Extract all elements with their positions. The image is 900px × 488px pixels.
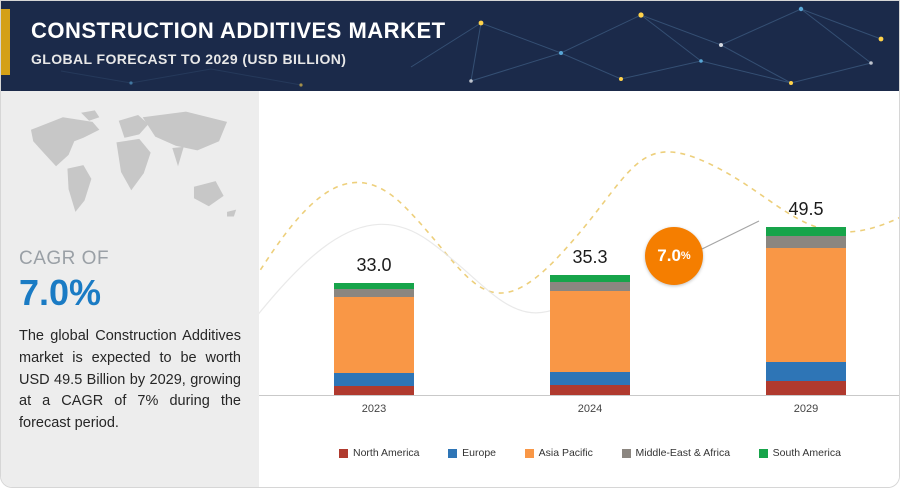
decorative-curve <box>259 151 899 315</box>
bar-2024: 35.3 <box>550 247 630 395</box>
segment-north-america-2029 <box>766 380 846 395</box>
bar-2029: 49.5 <box>766 199 846 395</box>
legend: North America Europe Asia Pacific Middle-Ea… <box>259 447 899 459</box>
x-tick-2029: 2029 <box>793 403 819 415</box>
segment-middle-east-africa-2024 <box>550 281 630 291</box>
bar-stack-2029 <box>766 226 846 395</box>
bar-stack-2023 <box>334 282 414 395</box>
growth-badge-value: 7.0 <box>657 246 681 265</box>
bars-row: 33.0 35.3 49.5 <box>259 91 899 396</box>
legend-label-north-america: North America <box>353 447 420 459</box>
segment-middle-east-africa-2029 <box>766 235 846 249</box>
segment-asia-pacific-2029 <box>766 248 846 363</box>
badge-connector-line <box>701 220 760 250</box>
legend-item-asia-pacific: Asia Pacific <box>524 447 593 459</box>
segment-south-america-2024 <box>550 275 630 282</box>
page-subtitle: GLOBAL FORECAST TO 2029 (USD BILLION) <box>31 51 347 67</box>
header-banner: CONSTRUCTION ADDITIVES MARKET GLOBAL FOR… <box>1 1 899 91</box>
world-map-box <box>1 91 259 234</box>
market-summary-text: The global Construction Additives market… <box>19 328 241 431</box>
segment-asia-pacific-2023 <box>334 297 414 373</box>
cagr-value: 7.0% <box>19 272 102 313</box>
segment-europe-2029 <box>766 362 846 381</box>
bar-2023: 33.0 <box>334 255 414 395</box>
legend-swatch-north-america <box>339 448 348 458</box>
segment-europe-2023 <box>334 372 414 386</box>
bar-total-label-2023: 33.0 <box>356 254 392 275</box>
segment-asia-pacific-2024 <box>550 290 630 372</box>
xaxis-row: 2023 2024 2029 <box>259 397 899 415</box>
x-tick-2023: 2023 <box>361 403 387 415</box>
x-tick-2024: 2024 <box>577 403 603 415</box>
network-pattern-decoration <box>60 6 884 87</box>
summary-panel: CAGR OF 7.0% The global Construction Add… <box>1 91 259 487</box>
cagr-label: CAGR OF <box>19 248 110 269</box>
bar-total-label-2029: 49.5 <box>788 198 824 219</box>
legend-item-north-america: North America <box>339 447 420 459</box>
page-title: CONSTRUCTION ADDITIVES MARKET <box>31 18 446 43</box>
legend-item-south-america: South America <box>758 447 841 459</box>
world-map <box>30 110 237 217</box>
segment-south-america-2029 <box>766 226 846 236</box>
legend-item-middle-east-africa: Middle-East & Africa <box>621 447 731 459</box>
legend-label-middle-east-africa: Middle-East & Africa <box>635 447 731 459</box>
bar-total-label-2024: 35.3 <box>572 247 608 268</box>
gold-accent-bar <box>1 9 10 75</box>
growth-badge-percent: % <box>680 250 691 262</box>
legend-swatch-asia-pacific <box>524 448 534 458</box>
growth-badge: 7.0% <box>645 227 703 285</box>
legend-swatch-middle-east-africa <box>621 448 631 458</box>
segment-middle-east-africa-2023 <box>334 289 414 298</box>
legend-label-asia-pacific: Asia Pacific <box>538 447 593 459</box>
legend-swatch-south-america <box>758 448 768 458</box>
segment-south-america-2023 <box>334 282 414 290</box>
segment-north-america-2024 <box>550 384 630 395</box>
legend-label-south-america: South America <box>772 447 841 459</box>
legend-item-europe: Europe <box>448 447 496 459</box>
legend-label-europe: Europe <box>462 447 496 459</box>
chart-area: 33.0 35.3 49.5 2023 2024 2029 7.0% North Ame… <box>259 91 899 487</box>
bar-stack-2024 <box>550 275 630 395</box>
segment-north-america-2023 <box>334 385 414 395</box>
segment-europe-2024 <box>550 371 630 385</box>
legend-swatch-europe <box>448 448 458 458</box>
